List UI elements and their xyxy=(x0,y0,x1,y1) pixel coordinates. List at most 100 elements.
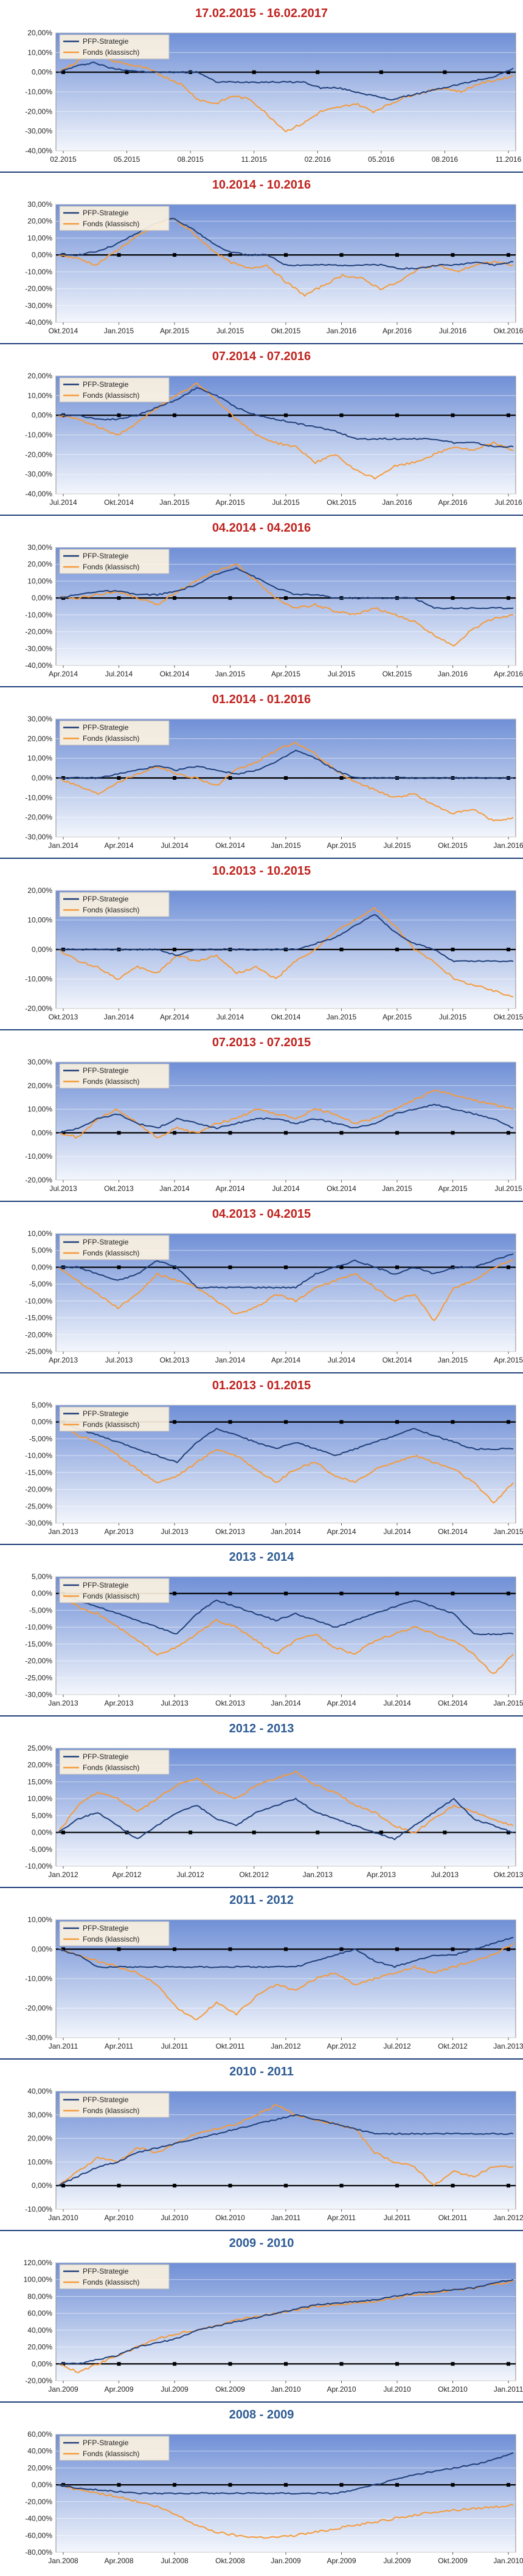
chart-title: 07.2014 - 07.2016 xyxy=(212,350,311,363)
x-tick-label: Okt.2010 xyxy=(215,2213,245,2222)
x-tick-label: Jul.2015 xyxy=(494,1184,522,1193)
baseline-marker xyxy=(451,948,455,951)
x-tick-label: Jan.2009 xyxy=(271,2557,301,2565)
x-tick-label: Okt.2012 xyxy=(239,1870,269,1879)
x-tick-label: Jan.2015 xyxy=(271,841,301,850)
y-tick-label: -5,00% xyxy=(29,1280,52,1288)
y-tick-label: 0,00% xyxy=(32,594,52,602)
baseline-marker xyxy=(395,253,399,257)
line-chart: 2009 - 2010 120,00% 100,00% 80,00% 60,00% 40,… xyxy=(24,2237,523,2394)
x-tick-label: Okt.2012 xyxy=(438,2042,468,2050)
x-tick-label: Jan.2013 xyxy=(493,2042,523,2050)
chart-title: 07.2013 - 07.2015 xyxy=(212,1036,311,1049)
baseline-marker xyxy=(284,2184,288,2188)
legend: PFP-Strategie Fonds (klassisch) xyxy=(59,1749,170,1775)
x-tick-label: Okt.2014 xyxy=(271,1013,301,1021)
x-tick-label: Apr.2016 xyxy=(494,670,523,678)
y-tick-label: 10,00% xyxy=(27,1105,52,1114)
panel-separator xyxy=(0,1715,523,1717)
panel-separator xyxy=(0,1029,523,1030)
legend-box xyxy=(59,1749,170,1775)
x-tick-label: Apr.2013 xyxy=(104,1699,133,1707)
baseline-marker xyxy=(451,2362,455,2366)
legend: PFP-Strategie Fonds (klassisch) xyxy=(59,377,170,403)
legend-box xyxy=(59,892,170,917)
x-tick-label: Jan.2015 xyxy=(104,327,134,335)
chart-panel: 07.2013 - 07.2015 30,00% 20,00% 10,00% 0,00%… xyxy=(0,1029,523,1201)
chart-panel: 2013 - 2014 5,00% 0,00% -5,00% -10,00% -15,00… xyxy=(0,1544,523,1715)
x-tick-label: Jan.2012 xyxy=(493,2213,523,2222)
x-tick-label: Jan.2014 xyxy=(215,1356,246,1364)
x-tick-label: Apr.2015 xyxy=(160,327,189,335)
x-tick-label: 02.2015 xyxy=(50,155,77,164)
x-tick-label: Okt.2015 xyxy=(327,498,356,507)
baseline-marker xyxy=(507,2483,510,2487)
x-tick-label: Jul.2015 xyxy=(216,327,244,335)
x-tick-label: Jul.2014 xyxy=(216,1013,244,1021)
y-tick-label: -30,00% xyxy=(25,470,52,479)
baseline-marker xyxy=(451,2483,455,2487)
legend-box xyxy=(59,377,170,403)
line-chart: 2011 - 2012 10,00% 0,00% -10,00% -20,00% -30,… xyxy=(25,1894,523,2050)
x-tick-label: Jan.2013 xyxy=(48,1699,78,1707)
panel-separator xyxy=(0,2230,523,2231)
baseline-marker xyxy=(228,2362,232,2366)
y-tick-label: -20,00% xyxy=(25,1330,52,1339)
y-tick-label: -15,00% xyxy=(25,1314,52,1322)
legend-box xyxy=(59,34,170,60)
baseline-marker xyxy=(173,1265,176,1269)
x-tick-label: Jul.2015 xyxy=(439,1013,467,1021)
baseline-marker xyxy=(228,1265,232,1269)
line-chart: 07.2014 - 07.2016 20,00% 10,00% 0,00% -10,00… xyxy=(25,350,522,507)
legend-strategy-label: PFP-Strategie xyxy=(83,1238,129,1246)
baseline-marker xyxy=(507,2362,510,2366)
baseline-marker xyxy=(228,1420,232,1424)
x-tick-label: Apr.2011 xyxy=(327,2213,356,2222)
x-tick-label: Jul.2011 xyxy=(384,2213,411,2222)
x-tick-label: Jul.2014 xyxy=(383,1527,411,1536)
x-tick-label: Jan.2015 xyxy=(159,498,190,507)
baseline-marker xyxy=(173,2362,176,2366)
baseline-marker xyxy=(379,70,383,74)
legend-strategy-label: PFP-Strategie xyxy=(83,1581,129,1589)
legend-fund-label: Fonds (klassisch) xyxy=(83,1935,139,1943)
x-tick-label: Jan.2011 xyxy=(49,2042,78,2050)
legend-box xyxy=(59,1063,170,1089)
y-tick-label: 0,00% xyxy=(32,1945,52,1954)
chart-title: 01.2014 - 01.2016 xyxy=(212,693,311,706)
legend: PFP-Strategie Fonds (klassisch) xyxy=(59,720,170,746)
y-tick-label: 30,00% xyxy=(27,1058,52,1066)
y-tick-label: 60,00% xyxy=(27,2309,52,2317)
y-tick-label: 0,00% xyxy=(32,411,52,420)
line-chart: 2013 - 2014 5,00% 0,00% -5,00% -10,00% -15,00… xyxy=(25,1550,523,1707)
baseline-marker xyxy=(395,2483,399,2487)
x-tick-label: Apr.2010 xyxy=(104,2213,133,2222)
baseline-marker xyxy=(228,2184,232,2188)
x-tick-label: 05.2015 xyxy=(114,155,140,164)
strategy-line xyxy=(58,2452,514,2495)
y-tick-label: -10,00% xyxy=(25,88,52,96)
y-tick-label: 0,00% xyxy=(32,251,52,259)
x-tick-label: Jul.2012 xyxy=(383,2042,411,2050)
y-tick-label: 20,00% xyxy=(27,29,52,37)
x-tick-label: Jul.2015 xyxy=(383,841,411,850)
fund-line xyxy=(58,1421,514,1504)
fund-line xyxy=(58,2104,514,2186)
chart-panel: 10.2014 - 10.2016 30,00% 20,00% 10,00% 0,00%… xyxy=(0,172,523,343)
x-tick-label: Apr.2010 xyxy=(327,2385,356,2394)
baseline-marker xyxy=(451,596,455,600)
baseline-marker xyxy=(379,1830,383,1835)
y-tick-label: -25,00% xyxy=(25,1502,52,1510)
y-tick-label: 0,00% xyxy=(32,1418,52,1426)
y-tick-label: 120,00% xyxy=(24,2258,53,2267)
baseline-marker xyxy=(507,413,510,417)
baseline-marker xyxy=(451,1947,455,1951)
baseline-marker xyxy=(284,1420,288,1424)
y-tick-label: 10,00% xyxy=(27,391,52,400)
legend-strategy-label: PFP-Strategie xyxy=(83,1066,129,1075)
y-tick-label: 5,00% xyxy=(32,1572,52,1581)
strategy-line xyxy=(58,1253,514,1289)
legend-fund-label: Fonds (klassisch) xyxy=(83,1249,139,1257)
chart-panel: 17.02.2015 - 16.02.2017 20,00% 10,00% 0,00%… xyxy=(0,0,523,172)
chart-title: 01.2013 - 01.2015 xyxy=(212,1379,311,1392)
